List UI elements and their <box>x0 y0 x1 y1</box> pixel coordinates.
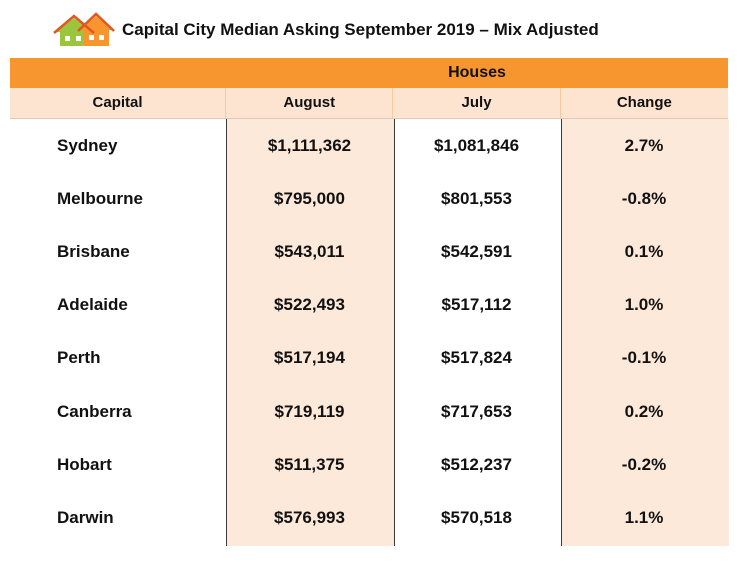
cell-change: -0.8% <box>621 188 667 208</box>
cell-july: $570,518 <box>441 507 512 527</box>
cell-august: $511,375 <box>274 454 345 474</box>
column-header-capital: Capital <box>92 94 143 111</box>
cell-july: $542,591 <box>441 241 512 261</box>
cell-july: $517,112 <box>441 295 512 315</box>
column-header-august: August <box>225 88 392 118</box>
table-rows: Sydney $1,111,362 $1,081,846 2.7% Melbou… <box>10 119 728 545</box>
house-logo-icon <box>53 12 115 46</box>
cell-august: $1,111,362 <box>267 135 352 155</box>
table-row: Sydney $1,111,362 $1,081,846 2.7% <box>10 119 728 172</box>
cell-change: 1.0% <box>624 295 664 315</box>
cell-july: $717,653 <box>441 401 512 421</box>
table-row: Melbourne $795,000 $801,553 -0.8% <box>10 172 728 225</box>
table-row: Adelaide $522,493 $517,112 1.0% <box>10 279 728 332</box>
cell-change: 1.1% <box>624 507 664 527</box>
cell-july: $1,081,846 <box>433 135 520 155</box>
band-spacer <box>10 58 226 88</box>
cell-capital: Sydney <box>57 135 118 155</box>
august-column-shade <box>226 119 395 546</box>
table-row: Hobart $511,375 $512,237 -0.2% <box>10 438 728 491</box>
cell-capital: Brisbane <box>57 241 130 261</box>
cell-august: $517,194 <box>274 348 345 368</box>
cell-change: 2.7% <box>624 135 664 155</box>
cell-august: $795,000 <box>274 188 345 208</box>
table-body: Sydney $1,111,362 $1,081,846 2.7% Melbou… <box>10 119 729 546</box>
cell-capital: Darwin <box>57 507 114 527</box>
cell-july: $801,553 <box>441 188 512 208</box>
cell-august: $719,119 <box>274 401 345 421</box>
cell-change: 0.1% <box>624 241 664 261</box>
table-row: Darwin $576,993 $570,518 1.1% <box>10 491 728 544</box>
cell-capital: Perth <box>57 348 101 368</box>
cell-capital: Hobart <box>57 454 112 474</box>
cell-july: $517,824 <box>441 348 512 368</box>
column-header-row: Capital August July Change <box>10 88 728 119</box>
cell-capital: Melbourne <box>57 188 143 208</box>
change-column-shade <box>561 119 729 546</box>
cell-august: $543,011 <box>274 241 345 261</box>
cell-august: $576,993 <box>274 507 345 527</box>
cell-change: -0.2% <box>621 454 667 474</box>
cell-change: -0.1% <box>621 348 667 368</box>
table-row: Brisbane $543,011 $542,591 0.1% <box>10 225 728 278</box>
cell-capital: Adelaide <box>57 295 128 315</box>
column-header-change: Change <box>559 88 728 118</box>
title-row: Capital City Median Asking September 201… <box>52 10 599 50</box>
page-title: Capital City Median Asking September 201… <box>122 20 599 39</box>
cell-july: $512,237 <box>441 454 512 474</box>
cell-august: $522,493 <box>274 295 345 315</box>
table-row: Perth $517,194 $517,824 -0.1% <box>10 332 728 385</box>
table-row: Canberra $719,119 $717,653 0.2% <box>10 385 728 438</box>
group-header-band: Houses <box>10 58 728 88</box>
column-header-july: July <box>392 88 559 118</box>
cell-capital: Canberra <box>57 401 132 421</box>
cell-change: 0.2% <box>624 401 664 421</box>
group-header-houses: Houses <box>448 64 506 81</box>
